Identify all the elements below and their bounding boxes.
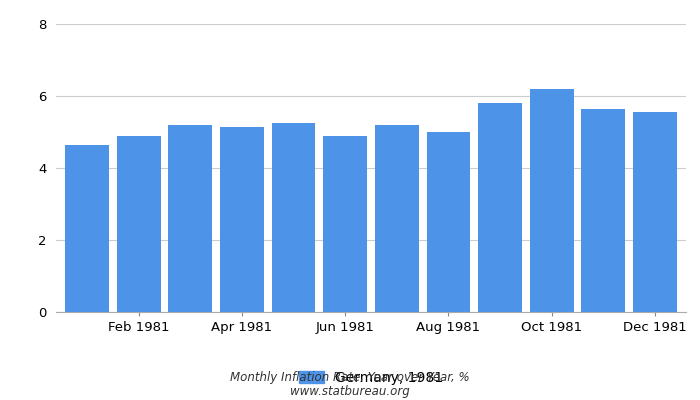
Bar <box>478 103 522 312</box>
Bar <box>168 125 212 312</box>
Bar <box>582 109 625 312</box>
Bar <box>426 132 470 312</box>
Bar <box>323 136 367 312</box>
Bar <box>375 125 419 312</box>
Text: www.statbureau.org: www.statbureau.org <box>290 385 410 398</box>
Bar <box>530 89 574 312</box>
Bar <box>220 126 264 312</box>
Bar <box>117 136 160 312</box>
Bar <box>633 112 677 312</box>
Bar <box>65 144 109 312</box>
Legend: Germany, 1981: Germany, 1981 <box>299 371 443 385</box>
Text: Monthly Inflation Rate, Year over Year, %: Monthly Inflation Rate, Year over Year, … <box>230 372 470 384</box>
Bar <box>272 123 316 312</box>
